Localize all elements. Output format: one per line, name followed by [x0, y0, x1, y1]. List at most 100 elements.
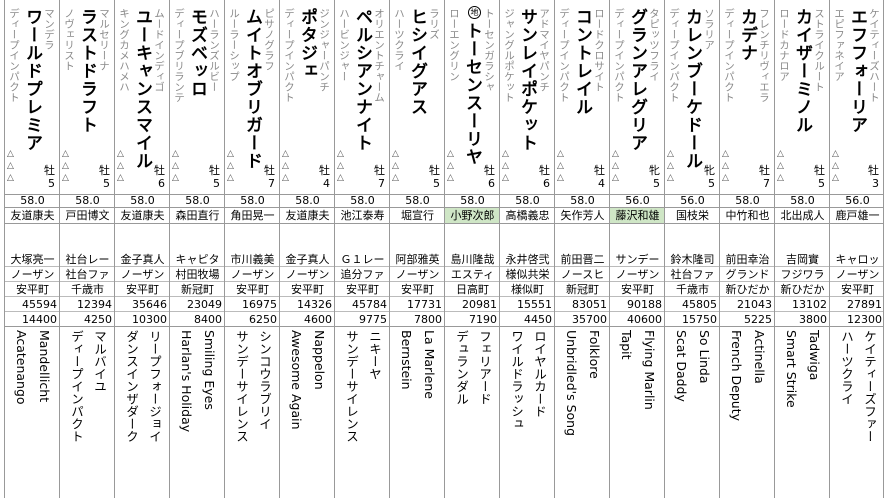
triangle-icon: △ — [777, 173, 784, 183]
horse-name: エフフォーリア — [847, 8, 867, 134]
triangle-icon: △ — [392, 161, 399, 171]
trainer-name: 池江泰寿 — [335, 207, 389, 224]
triangle-icon: △ — [62, 173, 69, 183]
dam-sire-name: サンデーサイレンス — [234, 330, 249, 443]
trainer-name: 小野次郎 — [445, 207, 499, 224]
horse-name: サンレイポケット — [517, 8, 537, 152]
birthplace: 新冠町 — [170, 282, 224, 297]
triangle-icon: △ — [227, 161, 234, 171]
horse-column: ローエングリン トーセンスーリヤ 地トーセンガラシャ △ △ △ 牡 6 58.0 小野次郎 島川隆… — [444, 0, 499, 498]
birthplace: 安平町 — [115, 282, 169, 297]
carried-weight: 58.0 — [170, 194, 224, 207]
triangle-icon: △ — [282, 173, 289, 183]
sire-name: ディープインパクト — [723, 8, 735, 103]
horse-age: 7 — [378, 177, 385, 190]
granddam-name: Tadwiga — [807, 330, 822, 381]
triangle-icon: △ — [777, 149, 784, 159]
horse-name: モズベッロ — [187, 8, 207, 98]
breeder-name: ノースヒ — [555, 267, 609, 282]
horse-column: ディープインパクト ポタジェ ジンジャーパンチ △ △ △ 牡 4 58.0 友道康夫 金子真人 ノー… — [279, 0, 334, 498]
breeder-name: ノーザン — [830, 267, 883, 282]
dam-name: タピッツフライ — [648, 8, 660, 82]
triangle-icon: △ — [447, 161, 454, 171]
horse-column: ディープインパクト ワールドプレミア マンデラ △ △ △ 牡 5 58.0 友道康夫 大塚亮一 ノー… — [4, 0, 59, 498]
granddam-name: So Linda — [697, 330, 712, 384]
owner-name: 島川隆哉 — [445, 252, 499, 267]
breeder-name: 様似共栄 — [500, 267, 554, 282]
horse-age: 5 — [213, 177, 220, 190]
birthplace: 安平町 — [830, 282, 883, 297]
carried-weight: 58.0 — [115, 194, 169, 207]
triangle-icon: △ — [282, 149, 289, 159]
horse-age: 5 — [433, 177, 440, 190]
dam-name: マンデラ — [43, 8, 55, 50]
breeder-name: ノーザン — [225, 267, 279, 282]
breeder-name: 社台ファ — [60, 267, 114, 282]
total-prize: 23049 — [170, 297, 224, 312]
trainer-name: 藤沢和雄 — [610, 207, 664, 224]
triangle-icon: △ — [832, 149, 839, 159]
dam-name: ジンジャーパンチ — [318, 8, 330, 92]
horse-name: カレンブーケドール — [682, 8, 702, 170]
sire-name: ジャングルポケット — [503, 8, 515, 103]
birthplace: 日高町 — [445, 282, 499, 297]
horse-column: ディープブリランテ モズベッロ ハーランズルビー △ △ △ 牡 5 58.0 森田直行 キャピタ村… — [169, 0, 224, 498]
carried-weight: 58.0 — [225, 194, 279, 207]
sire-name: キングカメハメハ — [118, 8, 130, 92]
birthplace: 新冠町 — [555, 282, 609, 297]
birthplace: 千歳市 — [60, 282, 114, 297]
sire-name: ディープインパクト — [558, 8, 570, 103]
triangle-icon: △ — [337, 149, 344, 159]
triangle-icon: △ — [557, 173, 564, 183]
breeder-name: グランド — [720, 267, 774, 282]
carried-weight: 58.0 — [775, 194, 829, 207]
horse-sex: 牡 — [374, 164, 385, 177]
trainer-name: 中竹和也 — [720, 207, 774, 224]
earned-prize: 8400 — [170, 312, 224, 327]
breeder-name: 追分ファ — [335, 267, 389, 282]
total-prize: 16975 — [225, 297, 279, 312]
owner-name: 吉岡實 — [775, 252, 829, 267]
horse-sex: 牡 — [539, 164, 550, 177]
horse-age: 5 — [818, 177, 825, 190]
trainer-name: 堀宣行 — [390, 207, 444, 224]
owner-name: キャピタ — [170, 252, 224, 267]
horse-column: ロードカナロア カイザーミノル ストライクルート △ △ △ 牡 5 58.0 北出成人 吉岡實 フジ… — [774, 0, 829, 498]
horse-column: ディープインパクト カレンブーケドール ソラリア △ △ △ 牝 5 56.0 国枝栄 鈴木隆司 社台… — [664, 0, 719, 498]
earned-prize: 7190 — [445, 312, 499, 327]
earned-prize: 4600 — [280, 312, 334, 327]
triangle-icon: △ — [722, 161, 729, 171]
triangle-icon: △ — [447, 149, 454, 159]
breeder-name: 村田牧場 — [170, 267, 224, 282]
horse-column: キングカメハメハ ユーキャンスマイル ムードインディゴ △ △ △ 牡 6 58.0 友道康夫 金子… — [114, 0, 169, 498]
horse-age: 4 — [323, 177, 330, 190]
horse-column: ノヴェリスト ラストドラフト マルセリーナ △ △ △ 牡 5 58.0 戸田博文 社台レー 社台ファ… — [59, 0, 114, 498]
horse-name: ムイトオブリガード — [242, 8, 262, 170]
horse-age: 5 — [653, 177, 660, 190]
triangle-icon: △ — [392, 173, 399, 183]
horse-age: 7 — [763, 177, 770, 190]
granddam-name: リープフォージョイ — [147, 330, 162, 443]
trainer-name: 戸田博文 — [60, 207, 114, 224]
carried-weight: 58.0 — [555, 194, 609, 207]
granddam-name: Actinella — [752, 330, 767, 384]
trainer-name: 森田直行 — [170, 207, 224, 224]
dam-sire-name: ハーツクライ — [839, 330, 854, 405]
triangle-icon: △ — [557, 161, 564, 171]
triangle-icon: △ — [722, 173, 729, 183]
horse-name: カデナ — [737, 8, 757, 62]
sire-name: ディープブリランテ — [173, 8, 185, 103]
granddam-name: マルバイユ — [92, 330, 107, 393]
total-prize: 17731 — [390, 297, 444, 312]
triangle-icon: △ — [502, 173, 509, 183]
triangle-icon: △ — [172, 149, 179, 159]
trainer-name: 友道康夫 — [115, 207, 169, 224]
horse-sex: 牡 — [868, 164, 879, 177]
owner-name: 永井啓弐 — [500, 252, 554, 267]
owner-name: Ｇ１レー — [335, 252, 389, 267]
carried-weight: 56.0 — [610, 194, 664, 207]
dam-name: ストライクルート — [813, 8, 825, 92]
horse-column: ハービンジャー ペルシアンナイト オリエントチャーム △ △ △ 牡 7 58.0 池江泰寿 Ｇ１レ… — [334, 0, 389, 498]
local-horse-mark: 地 — [468, 6, 481, 19]
carried-weight: 58.0 — [500, 194, 554, 207]
